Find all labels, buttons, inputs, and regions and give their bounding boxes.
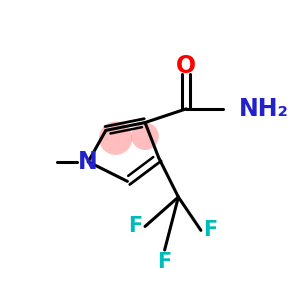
Circle shape <box>131 123 159 150</box>
Text: F: F <box>158 252 172 272</box>
Text: N: N <box>78 150 98 174</box>
Text: NH₂: NH₂ <box>239 97 289 121</box>
Text: F: F <box>128 216 142 236</box>
Text: F: F <box>204 220 218 240</box>
Text: O: O <box>176 54 196 78</box>
Circle shape <box>99 122 132 155</box>
